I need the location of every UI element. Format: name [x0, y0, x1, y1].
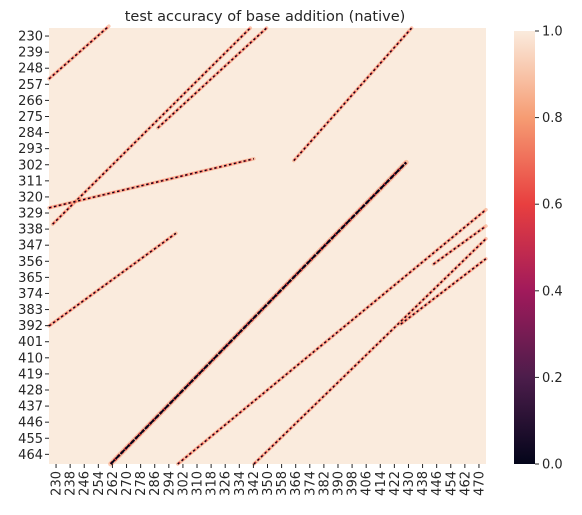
- x-tick-label-446: 446: [430, 471, 445, 496]
- y-tick-label-455: 455: [18, 432, 43, 447]
- x-tick-label-278: 278: [134, 471, 149, 496]
- colorbar-tick-label-1.0: 1.0: [542, 25, 563, 40]
- y-tick-label-419: 419: [18, 367, 43, 382]
- x-tick-label-334: 334: [233, 471, 248, 496]
- y-tick-label-437: 437: [18, 400, 43, 415]
- y-tick-label-347: 347: [18, 239, 43, 254]
- x-tick-label-406: 406: [360, 471, 375, 496]
- x-tick-label-318: 318: [205, 471, 220, 496]
- heatmap-diagonal-red-10: [400, 257, 487, 325]
- x-tick-label-294: 294: [162, 471, 177, 496]
- x-tick-label-438: 438: [416, 471, 431, 496]
- y-tick-label-239: 239: [18, 46, 43, 61]
- y-tick-label-329: 329: [18, 207, 43, 222]
- colorbar-tick-label-0.2: 0.2: [542, 371, 563, 386]
- x-tick-label-430: 430: [402, 471, 417, 496]
- y-tick-label-401: 401: [18, 335, 43, 350]
- y-tick-label-338: 338: [18, 223, 43, 238]
- y-tick-label-428: 428: [18, 383, 43, 398]
- x-tick-label-366: 366: [289, 471, 304, 496]
- x-tick-label-374: 374: [303, 471, 318, 496]
- colorbar-tick-label-0.0: 0.0: [542, 458, 563, 473]
- y-tick-label-275: 275: [18, 110, 43, 125]
- heatmap-diagonal-3: [109, 161, 407, 465]
- x-tick-label-422: 422: [388, 471, 403, 496]
- x-tick-label-470: 470: [472, 471, 487, 496]
- y-tick-label-302: 302: [18, 158, 43, 173]
- heatmap-diagonals: [47, 24, 488, 467]
- heatmap-diagonal-halo-8: [156, 26, 269, 130]
- heatmap-background: [49, 28, 486, 464]
- x-tick-label-326: 326: [219, 471, 234, 496]
- x-tick-label-382: 382: [317, 471, 332, 496]
- x-tick-label-302: 302: [176, 471, 191, 496]
- y-tick-label-230: 230: [18, 30, 43, 45]
- x-tick-label-270: 270: [120, 471, 135, 496]
- heatmap-diagonal-2: [48, 158, 255, 209]
- y-tick-label-293: 293: [18, 142, 43, 157]
- y-tick-label-311: 311: [18, 174, 43, 189]
- x-tick-label-310: 310: [191, 471, 206, 496]
- y-tick-label-248: 248: [18, 62, 43, 77]
- y-tick-label-464: 464: [18, 448, 43, 463]
- x-tick-label-230: 230: [50, 471, 65, 496]
- heatmap-diagonal-6: [48, 232, 177, 327]
- colorbar-gradient: [514, 31, 535, 464]
- y-tick-label-374: 374: [18, 287, 43, 302]
- x-axis: 230 238 246 254 262 270 278 286 294 302 310 318 326 3…: [50, 464, 487, 496]
- heatmap-diagonal-0: [52, 27, 251, 225]
- y-tick-label-266: 266: [18, 94, 43, 109]
- x-tick-label-462: 462: [458, 471, 473, 496]
- heatmap-diagonal-5: [253, 238, 487, 465]
- x-tick-label-246: 246: [78, 471, 93, 496]
- heatmap-area: [49, 28, 486, 464]
- y-tick-label-365: 365: [18, 271, 43, 286]
- heatmap-diagonal-9: [433, 225, 487, 265]
- x-tick-label-342: 342: [247, 471, 262, 496]
- x-tick-label-454: 454: [444, 471, 459, 496]
- y-tick-label-284: 284: [18, 126, 43, 141]
- colorbar-tick-label-0.6: 0.6: [542, 198, 563, 213]
- y-tick-label-356: 356: [18, 255, 43, 270]
- y-tick-label-320: 320: [18, 190, 43, 205]
- x-tick-label-262: 262: [106, 471, 121, 496]
- colorbar-tick-label-0.8: 0.8: [542, 111, 563, 126]
- y-tick-label-392: 392: [18, 319, 43, 334]
- x-tick-label-398: 398: [346, 471, 361, 496]
- x-tick-label-254: 254: [92, 471, 107, 496]
- x-tick-label-350: 350: [261, 471, 276, 496]
- y-tick-label-257: 257: [18, 78, 43, 93]
- colorbar-tick-label-0.4: 0.4: [542, 284, 563, 299]
- heatmap-diagonal-1: [48, 25, 110, 80]
- colorbar: 0.0 0.2 0.4 0.6 0.8 1.0: [514, 25, 563, 473]
- y-tick-label-383: 383: [18, 303, 43, 318]
- x-tick-label-286: 286: [148, 471, 163, 496]
- chart-title: test accuracy of base addition (native): [125, 9, 406, 25]
- x-tick-label-358: 358: [275, 471, 290, 496]
- heatmap-diagonal-4: [177, 209, 487, 465]
- y-axis: 2302392482572662752842933023113203293383…: [18, 30, 49, 463]
- heatmap-diagonal-red-7: [293, 27, 413, 162]
- y-tick-label-410: 410: [18, 351, 43, 366]
- y-tick-label-446: 446: [18, 416, 43, 431]
- x-tick-label-390: 390: [331, 471, 346, 496]
- x-tick-label-238: 238: [64, 471, 79, 496]
- x-tick-label-414: 414: [374, 471, 389, 496]
